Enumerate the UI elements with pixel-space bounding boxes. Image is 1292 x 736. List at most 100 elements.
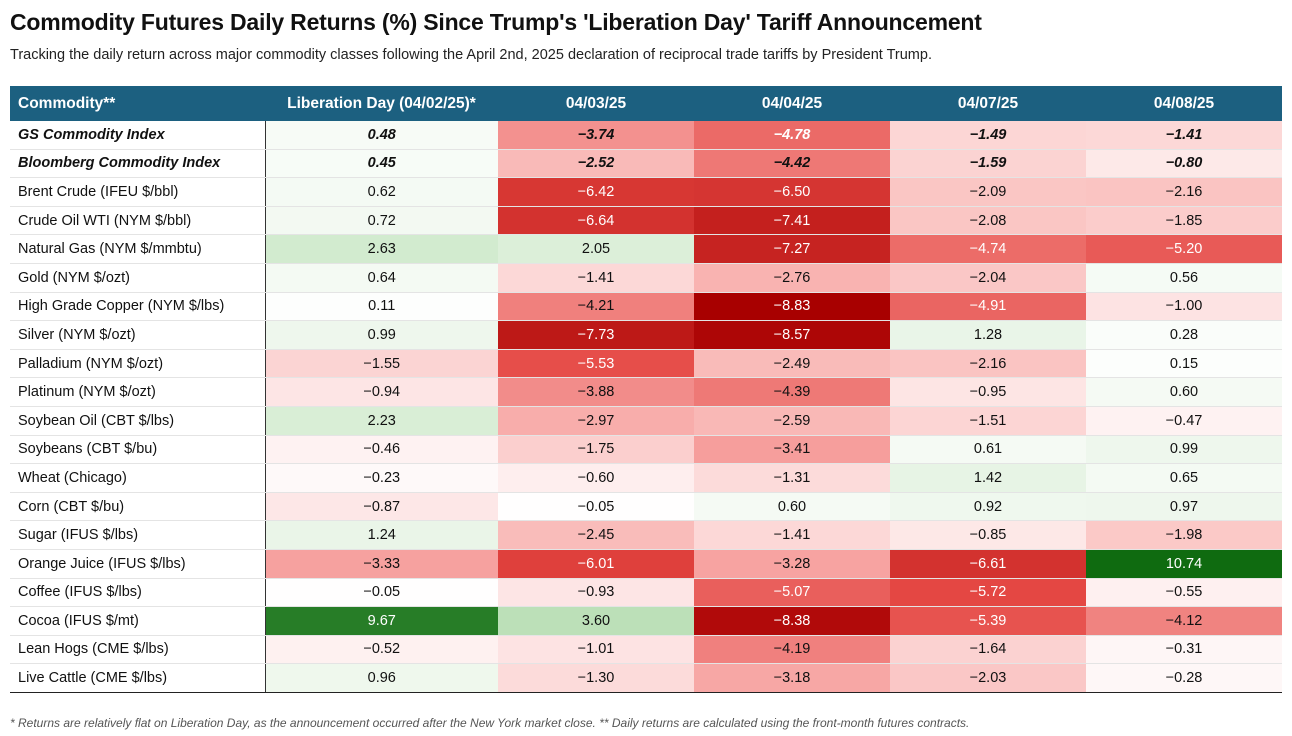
- return-cell: −7.73: [498, 320, 694, 350]
- table-row: Soybeans (CBT $/bu) −0.46 −1.75 −3.41 0.61 0.…: [10, 435, 1282, 465]
- return-cell: 0.60: [1086, 377, 1282, 407]
- commodity-name: Cocoa (IFUS $/mt): [10, 606, 266, 636]
- return-cell: −4.74: [890, 234, 1086, 264]
- return-cell: −1.75: [498, 435, 694, 465]
- return-cell: 0.64: [265, 262, 498, 293]
- return-cell: −2.52: [498, 149, 694, 179]
- return-cell: −4.19: [694, 634, 890, 665]
- commodity-name: Corn (CBT $/bu): [10, 492, 266, 522]
- return-cell: −0.52: [265, 634, 498, 665]
- return-cell: −0.28: [1086, 663, 1282, 693]
- table-row: Coffee (IFUS $/lbs) −0.05 −0.93 −5.07 −5.72−…: [10, 578, 1282, 608]
- return-cell: 0.56: [1086, 262, 1282, 293]
- return-cell: −5.07: [694, 578, 890, 608]
- return-cell: 0.45: [265, 149, 498, 179]
- table-row: Crude Oil WTI (NYM $/bbl) 0.72 −6.64 −7.41−…: [10, 206, 1282, 236]
- return-cell: −3.18: [694, 663, 890, 693]
- column-header: 04/04/25: [694, 86, 890, 121]
- column-header: Liberation Day (04/02/25)*: [265, 86, 498, 121]
- commodity-name: Soybean Oil (CBT $/lbs): [10, 405, 266, 436]
- table-row: Live Cattle (CME $/lbs) 0.96 −1.30 −3.18 −2.…: [10, 663, 1282, 693]
- return-cell: 2.63: [265, 234, 498, 264]
- return-cell: −2.09: [890, 177, 1086, 207]
- table-row: Bloomberg Commodity Index 0.45 −2.52 −4.42−…: [10, 149, 1282, 179]
- table-row: Orange Juice (IFUS $/lbs) −3.33 −6.01 −3.28…: [10, 549, 1282, 579]
- column-header: Commodity**: [10, 86, 265, 121]
- return-cell: 0.65: [1086, 463, 1282, 493]
- return-cell: −1.00: [1086, 292, 1282, 322]
- return-cell: −2.16: [1086, 177, 1282, 207]
- returns-table: Commodity** Liberation Day (04/02/25)* 0…: [10, 86, 1282, 693]
- return-cell: −3.41: [694, 435, 890, 465]
- commodity-name: Orange Juice (IFUS $/lbs): [10, 549, 266, 579]
- return-cell: −1.49: [890, 121, 1086, 150]
- commodity-name: Natural Gas (NYM $/mmbtu): [10, 234, 266, 264]
- return-cell: −0.60: [498, 463, 694, 493]
- return-cell: −3.88: [498, 377, 694, 407]
- return-cell: −4.21: [498, 292, 694, 322]
- return-cell: −6.64: [498, 206, 694, 236]
- table-row: Sugar (IFUS $/lbs) 1.24 −2.45 −1.41 −0.85 −1.…: [10, 520, 1282, 550]
- return-cell: −1.85: [1086, 206, 1282, 236]
- return-cell: −4.12: [1086, 606, 1282, 636]
- commodity-name: Brent Crude (IFEU $/bbl): [10, 177, 266, 207]
- return-cell: −2.76: [694, 262, 890, 293]
- table-row: Wheat (Chicago) −0.23 −0.60 −1.31 1.42 0.65: [10, 463, 1282, 493]
- return-cell: −6.50: [694, 177, 890, 207]
- column-header: 04/07/25: [890, 86, 1086, 121]
- return-cell: 2.23: [265, 405, 498, 436]
- return-cell: −8.57: [694, 320, 890, 350]
- return-cell: −4.42: [694, 149, 890, 179]
- return-cell: 0.28: [1086, 320, 1282, 350]
- return-cell: −1.41: [498, 262, 694, 293]
- return-cell: −5.39: [890, 606, 1086, 636]
- return-cell: −0.47: [1086, 405, 1282, 436]
- table-row: Gold (NYM $/ozt) 0.64 −1.41 −2.76 −2.04 0.56: [10, 262, 1282, 293]
- footnote: * Returns are relatively flat on Liberat…: [10, 716, 970, 730]
- return-cell: −6.01: [498, 549, 694, 579]
- commodity-name: Gold (NYM $/ozt): [10, 262, 266, 293]
- return-cell: −0.31: [1086, 634, 1282, 665]
- return-cell: 9.67: [265, 606, 498, 636]
- return-cell: −6.61: [890, 549, 1086, 579]
- return-cell: 0.72: [265, 206, 498, 236]
- return-cell: 10.74: [1086, 549, 1282, 579]
- column-header: 04/03/25: [498, 86, 694, 121]
- return-cell: −1.51: [890, 405, 1086, 436]
- table-row: High Grade Copper (NYM $/lbs) 0.11 −4.21 −8…: [10, 292, 1282, 322]
- return-cell: −0.94: [265, 377, 498, 407]
- return-cell: −0.55: [1086, 578, 1282, 608]
- return-cell: 3.60: [498, 606, 694, 636]
- return-cell: 0.99: [1086, 435, 1282, 465]
- return-cell: −5.20: [1086, 234, 1282, 264]
- table-row: Brent Crude (IFEU $/bbl) 0.62 −6.42 −6.50 −2…: [10, 177, 1282, 207]
- return-cell: −0.05: [265, 578, 498, 608]
- return-cell: 0.96: [265, 663, 498, 693]
- chart-subtitle: Tracking the daily return across major c…: [10, 47, 932, 63]
- return-cell: −4.39: [694, 377, 890, 407]
- return-cell: −0.93: [498, 578, 694, 608]
- return-cell: −3.74: [498, 121, 694, 150]
- return-cell: −5.72: [890, 578, 1086, 608]
- return-cell: 0.61: [890, 435, 1086, 465]
- return-cell: −1.30: [498, 663, 694, 693]
- commodity-name: Palladium (NYM $/ozt): [10, 349, 266, 379]
- commodity-name: High Grade Copper (NYM $/lbs): [10, 292, 266, 322]
- return-cell: −2.08: [890, 206, 1086, 236]
- return-cell: −3.33: [265, 549, 498, 579]
- return-cell: 1.28: [890, 320, 1086, 350]
- table-row: Silver (NYM $/ozt) 0.99 −7.73 −8.57 1.28 0.28: [10, 320, 1282, 350]
- return-cell: −2.49: [694, 349, 890, 379]
- return-cell: −4.78: [694, 121, 890, 150]
- header-row: Commodity** Liberation Day (04/02/25)* 0…: [10, 86, 1282, 121]
- return-cell: −2.04: [890, 262, 1086, 293]
- return-cell: 0.48: [265, 121, 498, 150]
- return-cell: 0.11: [265, 292, 498, 322]
- commodity-name: GS Commodity Index: [10, 121, 266, 150]
- return-cell: 0.60: [694, 492, 890, 522]
- return-cell: −6.42: [498, 177, 694, 207]
- return-cell: −1.31: [694, 463, 890, 493]
- return-cell: −8.38: [694, 606, 890, 636]
- return-cell: −8.83: [694, 292, 890, 322]
- commodity-name: Live Cattle (CME $/lbs): [10, 663, 266, 693]
